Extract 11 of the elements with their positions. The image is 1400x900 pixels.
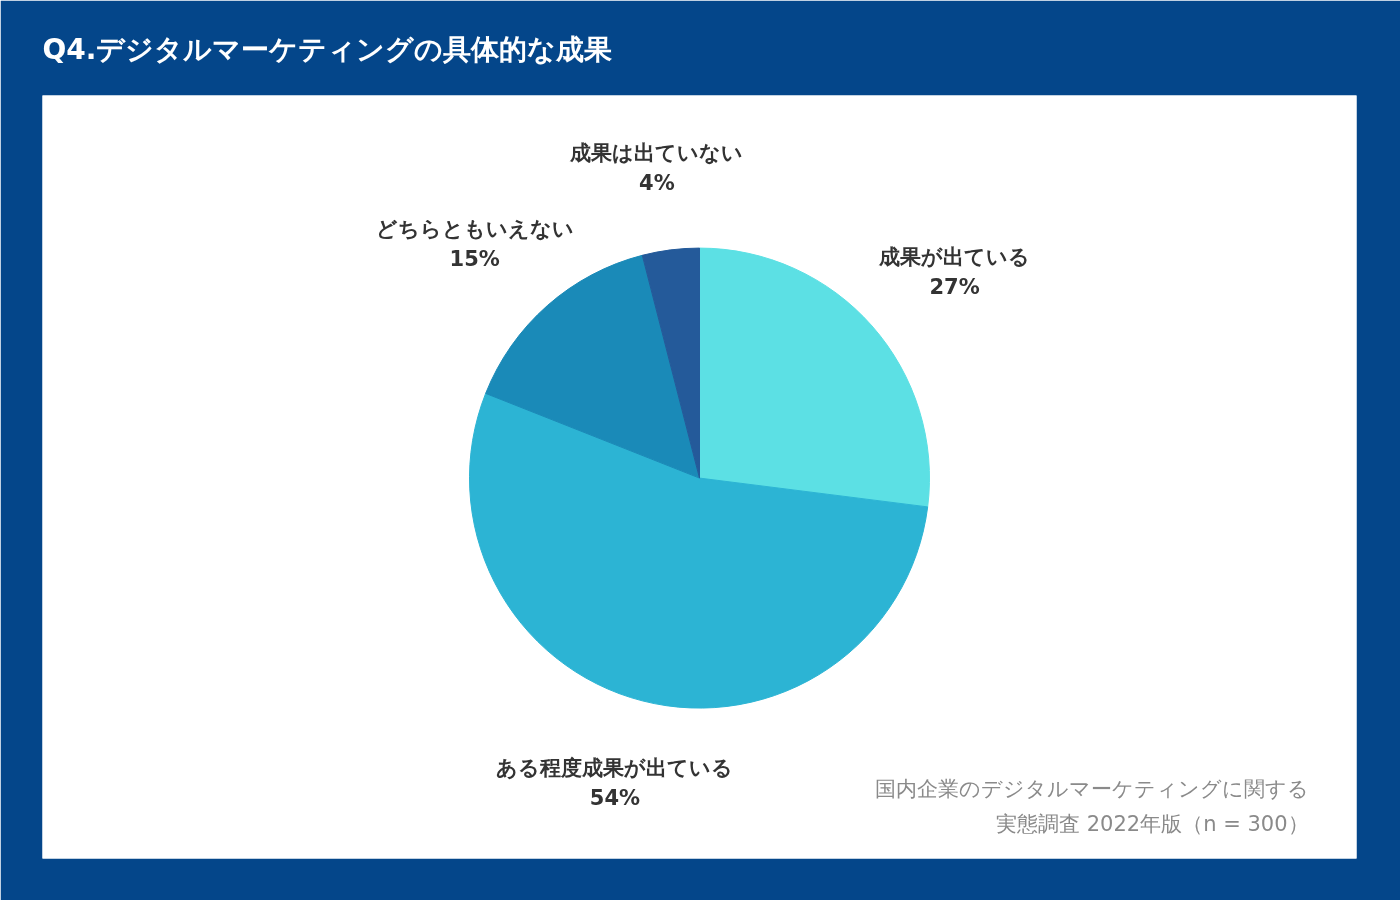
slice-label: 成果は出ていない: [569, 141, 744, 166]
text: 国内企業のデジタルマーケティングに関する: [874, 777, 1309, 802]
slice-label: どちらともいえない: [375, 216, 574, 241]
data-label: 27%: [929, 274, 980, 299]
chart-title: Q4.デジタルマーケティングの具体的な成果: [42, 32, 613, 66]
data-label: 54%: [589, 785, 641, 810]
slice-label: 成果が出ている: [878, 244, 1031, 269]
data-label: 15%: [449, 246, 500, 271]
data-label: 4%: [639, 171, 675, 196]
text: 実態調査 2022年版（n = 300）: [996, 811, 1309, 836]
slice-label: ある程度成果が出ている: [496, 755, 734, 780]
